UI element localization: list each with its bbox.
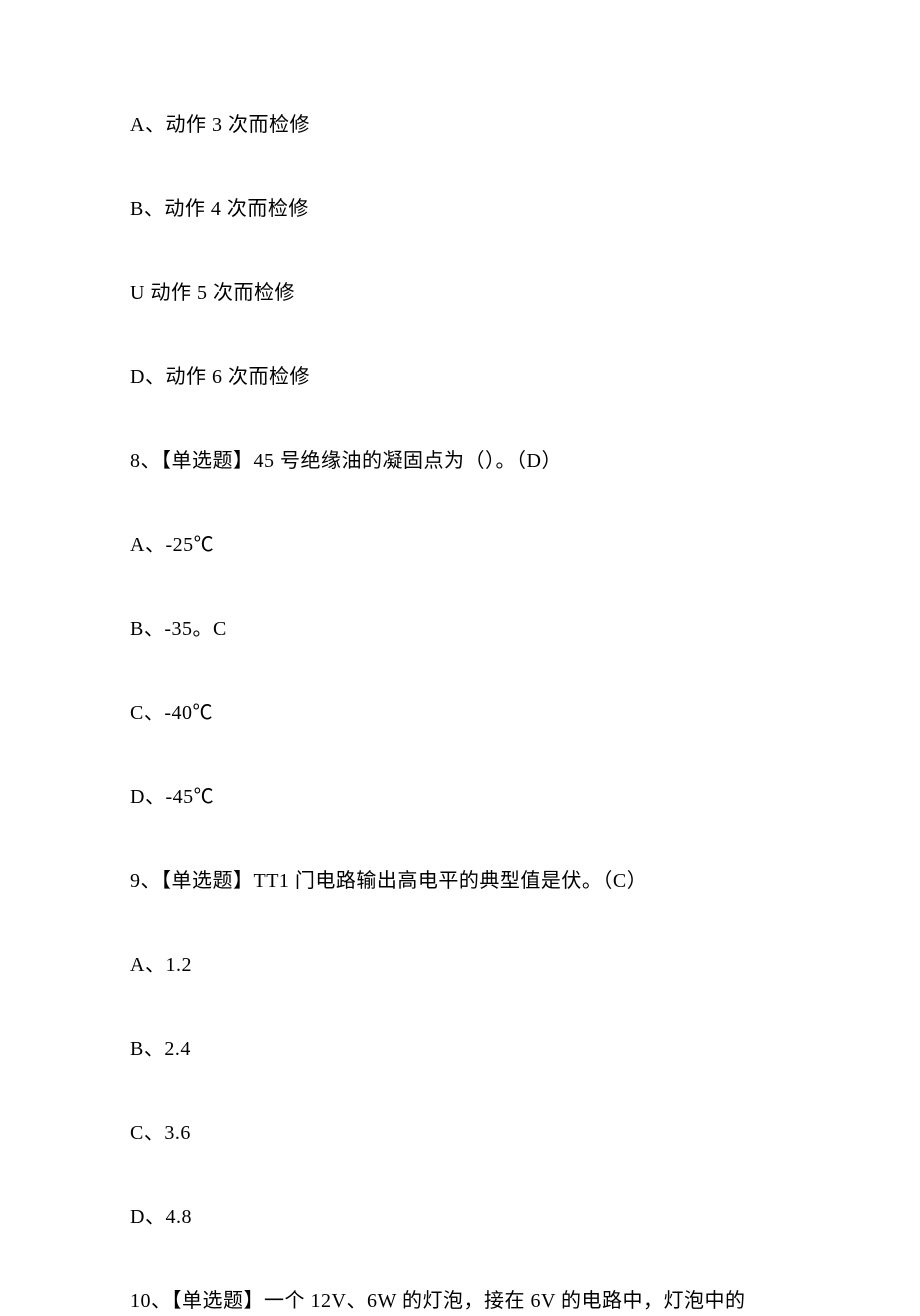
option-d-q8: D、-45℃: [130, 782, 790, 812]
option-a-q9: A、1.2: [130, 950, 790, 980]
option-d-q9: D、4.8: [130, 1202, 790, 1232]
question-9: 9、【单选题】TT1 门电路输出高电平的典型值是伏。（C）: [130, 866, 790, 896]
option-b-q8: B、-35。C: [130, 614, 790, 644]
option-a-q8: A、-25℃: [130, 530, 790, 560]
question-8: 8、【单选题】45 号绝缘油的凝固点为（）。（D）: [130, 446, 790, 476]
question-10: 10、【单选题】一个 12V、6W 的灯泡，接在 6V 的电路中，灯泡中的: [130, 1286, 790, 1316]
option-c-q7: U 动作 5 次而检修: [130, 278, 790, 308]
option-c-q9: C、3.6: [130, 1118, 790, 1148]
option-b-q7: B、动作 4 次而检修: [130, 194, 790, 224]
option-c-q8: C、-40℃: [130, 698, 790, 728]
option-a-q7: A、动作 3 次而检修: [130, 110, 790, 140]
document-content: A、动作 3 次而检修 B、动作 4 次而检修 U 动作 5 次而检修 D、动作…: [130, 110, 790, 1316]
option-b-q9: B、2.4: [130, 1034, 790, 1064]
option-d-q7: D、动作 6 次而检修: [130, 362, 790, 392]
